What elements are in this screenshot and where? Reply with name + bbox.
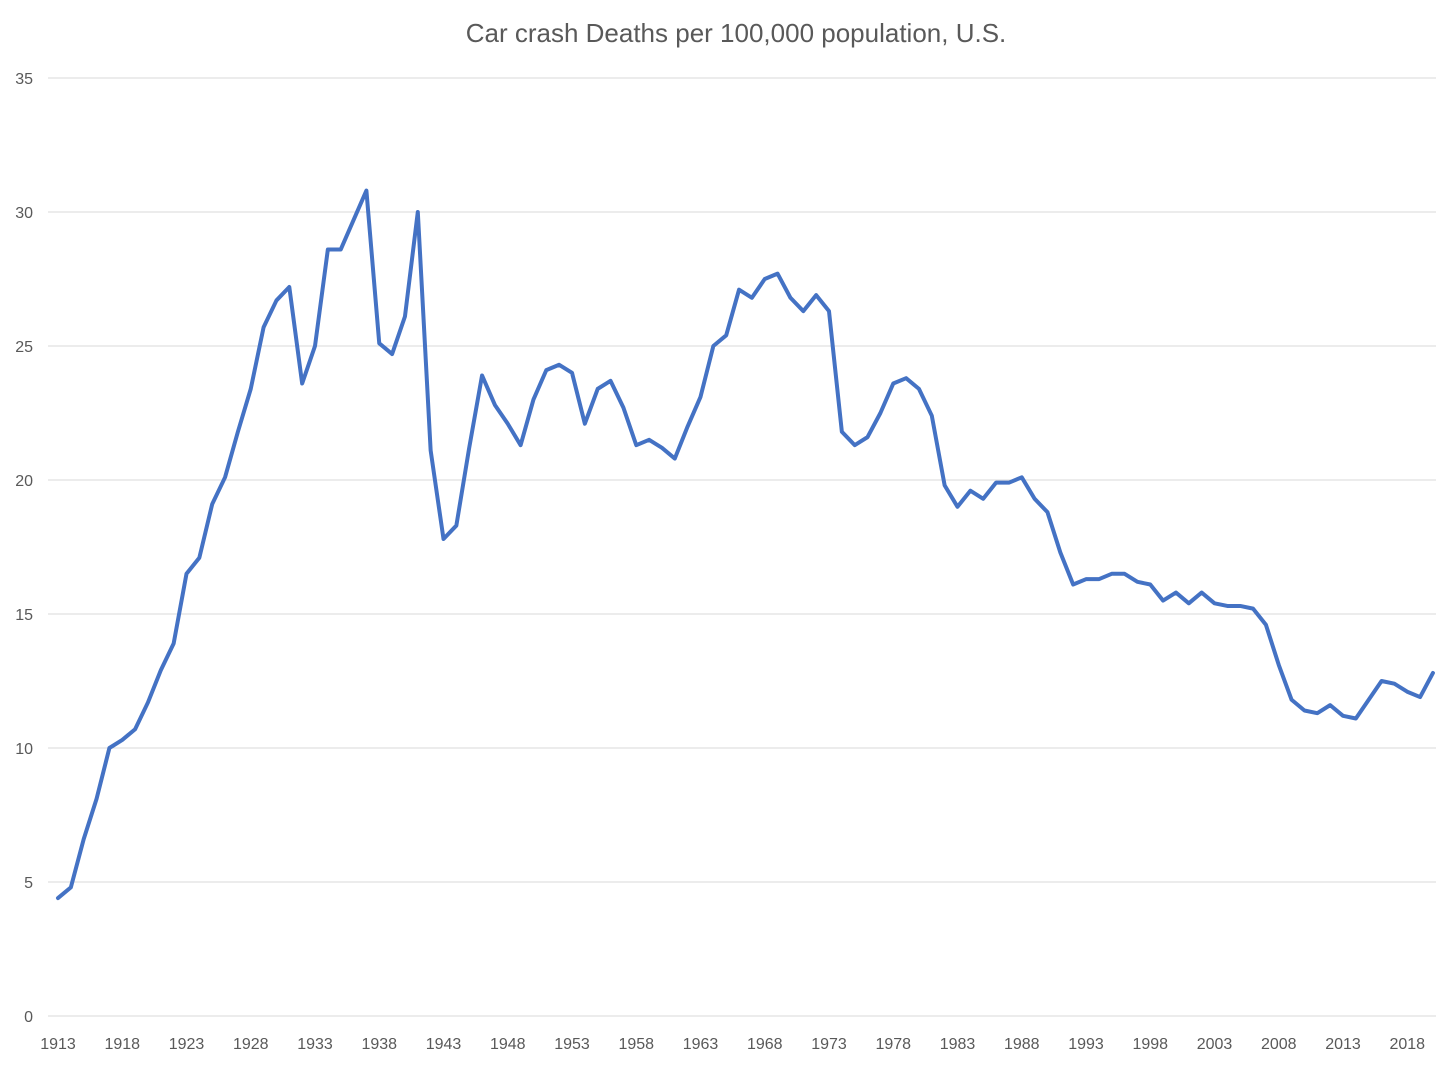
- x-tick-label: 1978: [875, 1036, 911, 1053]
- y-tick-label: 30: [15, 205, 33, 222]
- x-tick-label: 2013: [1325, 1036, 1361, 1053]
- y-tick-label: 35: [15, 71, 33, 88]
- y-tick-label: 10: [15, 741, 33, 758]
- x-tick-label: 2003: [1197, 1036, 1233, 1053]
- x-tick-label: 1938: [361, 1036, 397, 1053]
- y-tick-label: 15: [15, 607, 33, 624]
- x-tick-label: 1963: [683, 1036, 719, 1053]
- series-group: [56, 188, 1435, 901]
- x-tick-label: 1913: [40, 1036, 76, 1053]
- x-tick-label: 1968: [747, 1036, 783, 1053]
- x-tick-label: 1918: [104, 1036, 140, 1053]
- y-tick-label: 25: [15, 339, 33, 356]
- x-tick-label: 1933: [297, 1036, 333, 1053]
- x-tick-label: 1923: [169, 1036, 205, 1053]
- x-tick-label: 1948: [490, 1036, 526, 1053]
- x-tick-label: 1928: [233, 1036, 269, 1053]
- chart-title: Car crash Deaths per 100,000 population,…: [466, 18, 1007, 48]
- series-line: [56, 188, 1435, 901]
- y-tick-label: 5: [24, 875, 33, 892]
- gridlines: [48, 77, 1436, 1017]
- x-tick-label: 1943: [426, 1036, 462, 1053]
- x-tick-label: 2018: [1389, 1036, 1425, 1053]
- x-tick-label: 1983: [940, 1036, 976, 1053]
- x-tick-label: 1973: [811, 1036, 847, 1053]
- y-tick-label: 20: [15, 473, 33, 490]
- x-tick-label: 1988: [1004, 1036, 1040, 1053]
- y-axis-tick-labels: 0 5 10 15 20 25 30 35: [15, 71, 33, 1026]
- x-axis-tick-labels: 1913 1918 1923 1928 1933 1938 1943 1948 1953 1958…: [40, 1036, 1425, 1053]
- x-tick-label: 1993: [1068, 1036, 1104, 1053]
- x-tick-label: 2008: [1261, 1036, 1297, 1053]
- x-tick-label: 1958: [618, 1036, 654, 1053]
- y-tick-label: 0: [24, 1009, 33, 1026]
- x-tick-label: 1953: [554, 1036, 590, 1053]
- x-tick-label: 1998: [1132, 1036, 1168, 1053]
